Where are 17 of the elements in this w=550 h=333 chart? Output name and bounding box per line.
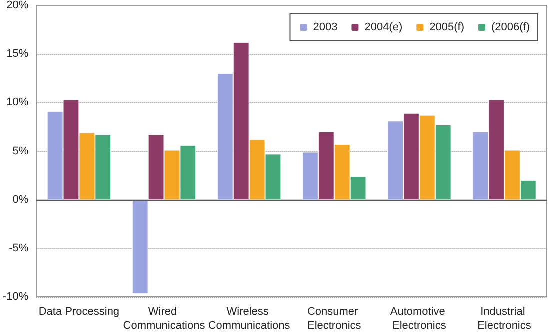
y-tick-label: 20% — [6, 0, 29, 12]
x-tick-label: Wireless Communications — [208, 306, 291, 332]
x-tick-label: Wired Communications — [123, 306, 206, 332]
x-tick-label: Data Processing — [38, 306, 120, 318]
y-tick-label: 10% — [6, 96, 29, 109]
y-tick-label: -5% — [9, 242, 29, 254]
x-tick-label: Consumer Electronics — [307, 306, 362, 332]
y-tick-label: 0% — [12, 194, 29, 206]
y-tick-label: -10% — [2, 291, 29, 303]
legend-label: 2005(f) — [430, 22, 464, 34]
legend-label: 2004(e) — [364, 22, 403, 34]
legend-label: (2006(f) — [491, 22, 530, 34]
y-tick-label: 5% — [12, 145, 29, 158]
x-tick-label: Industrial Electronics — [478, 306, 532, 332]
y-tick-label: 15% — [6, 48, 29, 60]
legend-label: 2003 — [313, 22, 338, 34]
x-tick-label: Automotive Electronics — [390, 306, 448, 332]
